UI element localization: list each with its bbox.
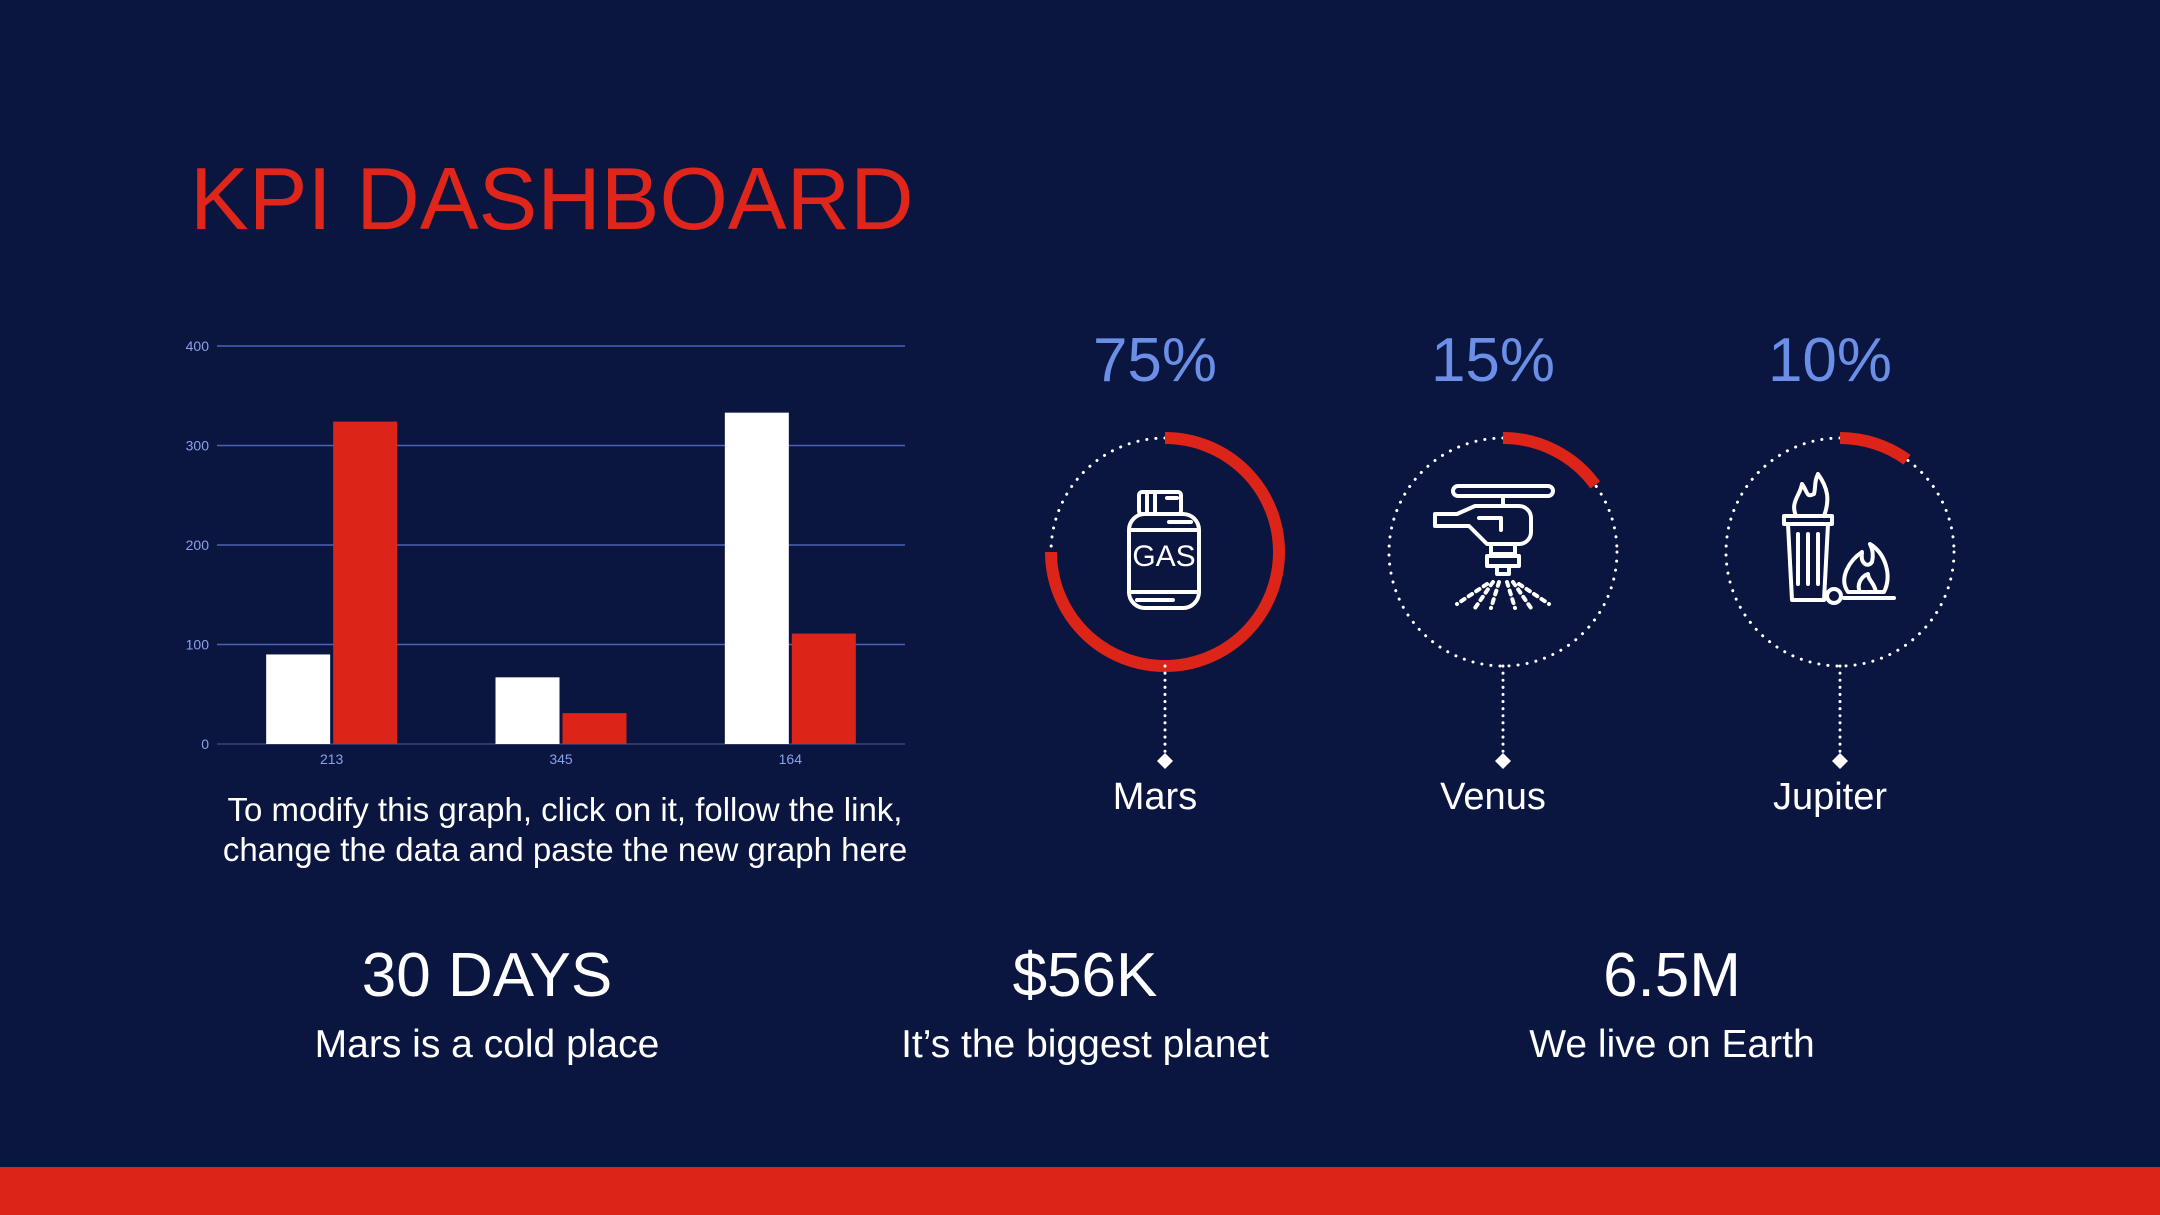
bar[interactable]: [495, 677, 560, 744]
kpi-venus: 15% Venus: [1323, 0, 1663, 1215]
x-tick-label: 213: [320, 751, 344, 767]
stat-description: Mars is a cold place: [314, 1023, 660, 1066]
y-tick-label: 100: [186, 637, 210, 653]
y-tick-label: 400: [186, 338, 210, 354]
kpi-label: Mars: [1112, 776, 1198, 818]
gauge-progress: [1839, 432, 1911, 465]
stat-description: It’s the biggest planet: [901, 1023, 1269, 1066]
kpi-jupiter: 10% Jupiter: [1660, 0, 2000, 1215]
stat-money: $56K It’s the biggest planet: [805, 941, 1365, 1066]
bar[interactable]: [333, 421, 398, 744]
stat-value: 30 DAYS: [361, 941, 613, 1010]
stat-description: We live on Earth: [1529, 1023, 1815, 1066]
diamond-marker: [1157, 753, 1173, 769]
gauge-track: [1724, 436, 1956, 668]
bar[interactable]: [724, 412, 789, 744]
bar[interactable]: [562, 713, 627, 744]
stat-value: 6.5M: [1603, 941, 1741, 1010]
burning-trash-icon: [1782, 472, 1896, 605]
page-title: KPI DASHBOARD: [190, 149, 914, 248]
bar[interactable]: [791, 633, 856, 744]
gauge-progress: [1045, 432, 1285, 672]
kpi-mars: 75% GAS Mars: [985, 0, 1325, 1215]
bar[interactable]: [266, 654, 331, 744]
kpi-percent: 15%: [1430, 326, 1556, 395]
gas-cylinder-icon: GAS: [1127, 490, 1201, 610]
diamond-marker: [1832, 753, 1848, 769]
stat-days: 30 DAYS Mars is a cold place: [207, 941, 767, 1066]
helicopter-sprinkler-icon: [1433, 484, 1555, 610]
kpi-percent: 75%: [1092, 326, 1218, 395]
y-tick-label: 200: [186, 537, 210, 553]
x-tick-label: 345: [549, 751, 573, 767]
kpi-label: Jupiter: [1772, 776, 1888, 818]
progress-ring: GAS: [1045, 432, 1285, 769]
chart-caption: To modify this graph, click on it, follo…: [222, 791, 908, 868]
kpi-label: Venus: [1440, 776, 1546, 818]
progress-ring: [1724, 432, 1956, 769]
x-tick-label: 164: [779, 751, 803, 767]
y-tick-label: 0: [201, 736, 209, 752]
gauge-progress: [1502, 432, 1601, 489]
kpi-percent: 10%: [1767, 326, 1893, 395]
progress-ring: [1387, 432, 1619, 769]
stat-population: 6.5M We live on Earth: [1392, 941, 1952, 1066]
bar-chart[interactable]: 0 100 200 300 400 213 345 164: [160, 320, 920, 770]
svg-text:GAS: GAS: [1132, 540, 1195, 573]
stat-value: $56K: [1012, 941, 1158, 1010]
y-tick-label: 300: [186, 438, 210, 454]
diamond-marker: [1495, 753, 1511, 769]
footer-bar: [0, 1167, 2160, 1215]
